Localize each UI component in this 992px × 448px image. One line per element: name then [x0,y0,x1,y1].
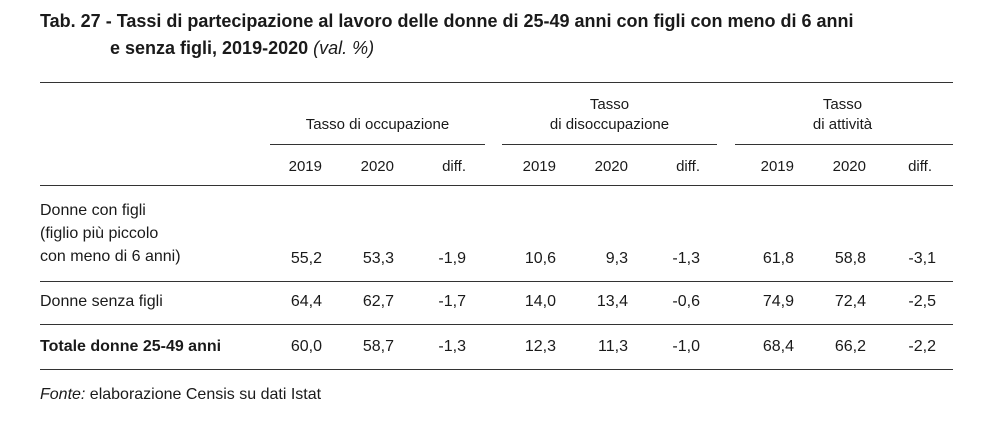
table-cell: 10,6 [524,250,556,267]
table-cell: 62,7 [362,293,394,310]
group-header-line1: Tasso [822,96,863,113]
row-label-totale: Totale donne 25-49 anni [40,335,221,358]
table-cell: 58,8 [834,250,866,267]
table-cell: 72,4 [834,293,866,310]
group-header-occupazione: Tasso di occupazione [270,95,485,135]
source-label: Fonte: [40,386,86,403]
table-cell: 60,0 [290,338,322,355]
group-underline [735,144,953,145]
title-line2: e senza figli, 2019-2020 [110,38,309,58]
table-cell: -0,6 [672,293,700,310]
row-label-senza-figli: Donne senza figli [40,290,163,313]
table-title: Tab. 27 - Tassi di partecipazione al lav… [40,8,980,62]
group-header-disoccupazione: Tasso di disoccupazione [502,95,717,135]
table-cell: -1,0 [672,338,700,355]
row-label-line: (figlio più piccolo [40,225,159,242]
row-label-line: Donne con figli [40,202,146,219]
table-cell: 55,2 [290,250,322,267]
subheader-year: 2020 [832,158,866,175]
group-header-attivita: Tasso di attività [735,95,950,135]
subheader-diff: diff. [442,158,466,175]
table-cell: -1,7 [438,293,466,310]
source-text: elaborazione Censis su dati Istat [85,386,322,403]
row-label-line: con meno di 6 anni) [40,248,181,265]
subheader-year: 2019 [760,158,794,175]
subheader-year: 2019 [522,158,556,175]
group-header-line1 [270,95,485,115]
table-cell: 11,3 [598,338,628,355]
table-cell: 58,7 [362,338,394,355]
table-cell: 53,3 [362,250,394,267]
table-cell: -3,1 [908,250,936,267]
table-cell: 13,4 [596,293,628,310]
table-cell: 9,3 [605,250,628,267]
title-unit: (val. %) [313,38,375,58]
row-label-line: Totale donne 25-49 anni [40,338,222,355]
subheader-diff: diff. [676,158,700,175]
table-cell: -1,9 [438,250,466,267]
table-cell: 12,3 [524,338,556,355]
table-cell: -2,5 [908,293,936,310]
table-cell: 14,0 [524,293,556,310]
row-divider [40,324,953,325]
group-header-line1: Tasso [589,96,630,113]
table-cell: 68,4 [762,338,794,355]
group-header-line2: di disoccupazione [549,116,670,133]
row-label-line: Donne senza figli [40,293,163,310]
table-cell: -2,2 [908,338,936,355]
row-label-con-figli: Donne con figli (figlio più piccolo con … [40,199,181,268]
source-note: Fonte: elaborazione Censis su dati Istat [40,386,321,404]
table-cell: 64,4 [290,293,322,310]
subheader-diff: diff. [908,158,932,175]
title-prefix: Tab. 27 - [40,11,117,31]
table-cell: 74,9 [762,293,794,310]
group-underline [502,144,717,145]
group-underline [270,144,485,145]
group-header-line2: di attività [812,116,873,133]
group-header-line2: Tasso di occupazione [305,116,450,133]
bottom-rule [40,369,953,370]
table-cell: 61,8 [762,250,794,267]
subheader-year: 2020 [360,158,394,175]
title-line1: Tassi di partecipazione al lavoro delle … [116,11,854,31]
subheader-year: 2019 [288,158,322,175]
row-divider [40,281,953,282]
header-rule [40,185,953,186]
table-cell: -1,3 [438,338,466,355]
table-cell: -1,3 [672,250,700,267]
table-cell: 66,2 [834,338,866,355]
subheader-year: 2020 [594,158,628,175]
top-rule [40,82,953,83]
